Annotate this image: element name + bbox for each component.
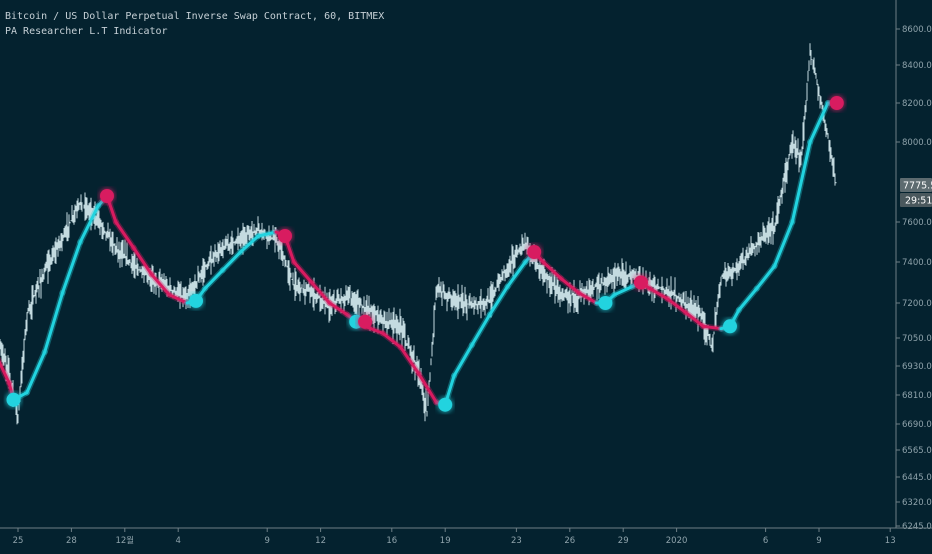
indicator-segment	[292, 260, 314, 284]
indicator-segment	[666, 297, 687, 314]
indicator-segment	[773, 220, 794, 268]
y-tick-label: 8400.0	[902, 61, 932, 71]
bear-signal-marker	[278, 229, 292, 243]
indicator-segment	[488, 285, 509, 317]
indicator-segment	[381, 331, 403, 349]
indicator-segment	[470, 313, 492, 347]
bear-signal-marker	[634, 275, 648, 290]
y-tick-label: 6320.0	[902, 498, 932, 508]
x-tick-label: 23	[511, 536, 522, 546]
x-tick-label: 28	[66, 536, 77, 546]
y-tick-label: 8200.0	[902, 99, 932, 109]
indicator-segment	[310, 281, 331, 305]
indicator-segment	[43, 291, 64, 354]
bear-signal-marker	[527, 245, 542, 259]
indicator-segment	[577, 291, 598, 305]
x-tick-label: 16	[386, 536, 397, 546]
x-tick-label: 9	[816, 536, 821, 546]
price-series-layer	[0, 43, 837, 425]
indicator-segment	[648, 287, 670, 301]
indicator-segment	[541, 260, 563, 280]
indicator-segment	[25, 350, 47, 395]
x-tick-label: 2020	[666, 536, 688, 546]
indicator-segment	[150, 272, 171, 297]
y-tick-label: 7600.0	[902, 218, 932, 228]
indicator-segment	[701, 324, 723, 331]
indicator-segment	[239, 234, 260, 254]
x-tick-label: 29	[618, 536, 629, 546]
indicator-segment	[559, 276, 581, 295]
indicator-segment	[0, 359, 11, 385]
x-tick-label: 25	[13, 536, 24, 546]
indicator-segment	[114, 220, 136, 250]
x-tick-label: 9	[264, 536, 269, 546]
indicator-segment	[417, 371, 438, 404]
price-badges: 7775.5 29:51	[900, 178, 932, 207]
symbol-title: Bitcoin / US Dollar Perpetual Inverse Sw…	[5, 11, 385, 22]
bear-signal-marker	[829, 96, 844, 110]
indicator-segment	[256, 230, 278, 238]
x-tick-label: 12월	[115, 535, 134, 546]
indicator-segment	[808, 101, 830, 144]
indicator-title: PA Researcher L.T Indicator	[5, 26, 168, 37]
x-tick-label: 13	[885, 536, 896, 546]
indicator-segment	[167, 293, 189, 305]
countdown-badge-bg	[900, 193, 932, 207]
last-price-badge-bg	[900, 178, 932, 192]
countdown-badge: 29:51	[905, 196, 932, 207]
y-tick-label: 6930.0	[902, 362, 932, 372]
indicator-segment	[221, 250, 242, 272]
indicator-segment	[684, 310, 705, 328]
x-tick-label: 26	[564, 536, 575, 546]
indicator-segment	[203, 268, 225, 291]
signal-marker-layer	[6, 96, 844, 412]
price-series	[0, 43, 837, 425]
indicator-segment	[132, 246, 153, 276]
indicator-segment	[612, 285, 634, 297]
x-tick-label: 4	[175, 536, 180, 546]
indicator-segment	[399, 345, 420, 375]
y-tick-label: 7200.0	[902, 299, 932, 309]
last-price-badge: 7775.5	[903, 181, 932, 192]
bull-signal-marker	[6, 392, 21, 407]
x-tick-label: 6	[763, 536, 768, 546]
x-axis[interactable]: 25 28 12월 4 9 12 16 19 23 26 29 2020 6 9 13	[0, 527, 932, 546]
bull-signal-marker	[189, 293, 203, 308]
y-tick-label: 8600.0	[902, 25, 932, 35]
indicator-segment	[755, 264, 776, 291]
indicator-segment	[506, 260, 527, 289]
x-tick-label: 19	[440, 536, 451, 546]
bear-signal-marker	[100, 189, 114, 203]
indicator-segment	[737, 287, 759, 312]
chart-legend: Bitcoin / US Dollar Perpetual Inverse Sw…	[5, 9, 384, 39]
indicator-segment	[790, 140, 812, 224]
y-tick-label: 6245.0	[902, 522, 932, 532]
y-tick-label: 7400.0	[902, 258, 932, 268]
indicator-line-layer	[0, 100, 840, 408]
indicator-segment	[78, 204, 100, 244]
y-tick-label: 6445.0	[902, 473, 932, 483]
indicator-segment	[328, 301, 349, 317]
bear-signal-marker	[358, 314, 373, 329]
x-tick-label: 12	[315, 536, 326, 546]
y-tick-label: 8000.0	[902, 138, 932, 148]
y-tick-label: 6690.0	[902, 420, 932, 430]
y-axis[interactable]: 8600.0 8400.0 8200.0 8000.0 7600.0 7400.0 7200…	[895, 0, 932, 532]
y-tick-label: 6565.0	[902, 446, 932, 456]
indicator-segment	[452, 343, 474, 378]
bull-signal-marker	[438, 397, 453, 412]
bull-signal-marker	[598, 296, 613, 310]
y-tick-label: 6810.0	[902, 391, 932, 401]
bull-signal-marker	[723, 319, 737, 334]
indicator-segment	[61, 240, 82, 295]
y-tick-label: 7050.0	[902, 334, 932, 344]
